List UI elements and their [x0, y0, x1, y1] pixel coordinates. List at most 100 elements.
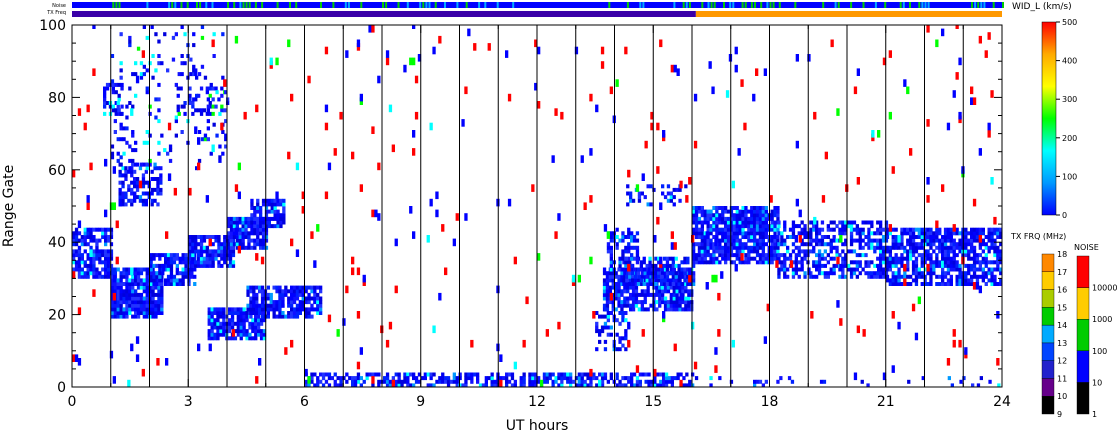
noise-speck — [171, 2, 174, 8]
data-cell — [112, 376, 116, 384]
data-cell — [753, 235, 757, 239]
data-cell — [133, 191, 137, 200]
data-cell — [145, 282, 149, 286]
data-cell — [256, 220, 260, 225]
data-cell — [208, 86, 212, 91]
data-cell — [139, 300, 144, 305]
data-cell — [906, 282, 910, 286]
data-cell — [234, 184, 239, 192]
data-cell — [629, 307, 633, 312]
data-cell — [131, 104, 135, 109]
data-cell — [631, 274, 636, 279]
data-cell — [534, 82, 538, 91]
data-cell — [864, 242, 868, 247]
data-cell — [738, 242, 742, 247]
data-cell — [735, 209, 739, 214]
data-cell — [187, 267, 191, 272]
data-cell — [476, 372, 480, 377]
data-cell — [705, 231, 709, 239]
data-cell — [640, 282, 644, 286]
data-cell — [670, 242, 674, 250]
data-cell — [432, 325, 436, 334]
noise-speck — [496, 2, 499, 8]
data-cell — [841, 224, 845, 229]
data-cell — [655, 292, 659, 297]
data-cell — [187, 278, 191, 283]
data-cell — [426, 372, 430, 377]
noise-speck — [434, 2, 437, 8]
data-cell — [134, 162, 138, 167]
data-cell — [726, 238, 731, 243]
data-cell — [412, 376, 416, 381]
data-cell — [133, 180, 137, 185]
data-cell — [990, 245, 994, 250]
data-cell — [307, 300, 311, 305]
data-cell — [714, 274, 718, 283]
data-cell — [144, 198, 148, 203]
data-cell — [247, 231, 251, 236]
data-cell — [154, 311, 158, 315]
data-cell — [753, 256, 757, 261]
data-cell — [121, 184, 125, 189]
data-cell — [197, 108, 201, 113]
data-cell — [671, 256, 675, 261]
data-cell — [876, 271, 880, 276]
data-cell — [219, 307, 223, 312]
data-cell — [603, 314, 608, 319]
data-cell — [637, 191, 642, 196]
data-cell — [794, 235, 798, 239]
data-cell — [724, 216, 728, 221]
data-cell — [907, 379, 911, 384]
data-cell — [832, 271, 836, 276]
data-cell — [397, 376, 401, 381]
data-cell — [371, 25, 375, 33]
data-cell — [911, 303, 916, 312]
data-cell — [467, 28, 471, 37]
data-cell — [894, 260, 898, 265]
data-cell — [653, 376, 657, 381]
txfreq-segment — [72, 11, 696, 17]
data-cell — [157, 285, 161, 290]
data-cell — [203, 133, 208, 138]
data-cell — [189, 72, 193, 77]
data-cell — [703, 235, 707, 239]
data-cell — [272, 285, 276, 290]
data-cell — [894, 278, 898, 283]
data-cell — [232, 235, 237, 239]
data-cell — [926, 253, 930, 258]
data-cell — [662, 263, 667, 268]
data-cell — [432, 372, 436, 377]
data-cell — [199, 260, 204, 265]
data-cell — [598, 372, 602, 377]
data-cell — [920, 253, 924, 258]
data-cell — [438, 292, 442, 301]
data-cell — [246, 285, 250, 290]
data-cell — [753, 209, 757, 214]
data-cell — [750, 227, 754, 232]
data-cell — [321, 376, 326, 381]
data-cell — [672, 296, 676, 301]
data-cell — [706, 242, 710, 247]
data-cell — [239, 318, 243, 323]
data-cell — [267, 202, 271, 207]
data-cell — [473, 43, 477, 51]
data-cell — [660, 278, 664, 283]
data-cell — [721, 235, 725, 239]
data-cell — [764, 224, 768, 229]
data-cell — [207, 329, 211, 334]
data-cell — [721, 245, 725, 250]
data-cell — [615, 235, 619, 239]
data-cell — [967, 263, 971, 268]
data-cell — [662, 376, 666, 381]
data-cell — [640, 274, 644, 279]
data-cell — [675, 289, 679, 294]
data-cell — [606, 231, 610, 239]
data-cell — [688, 379, 692, 384]
data-cell — [227, 224, 231, 229]
noise-speck — [242, 2, 245, 8]
data-cell — [605, 278, 610, 283]
data-cell — [371, 209, 375, 218]
data-cell — [797, 231, 801, 236]
data-cell — [662, 282, 667, 286]
data-cell — [292, 311, 297, 315]
